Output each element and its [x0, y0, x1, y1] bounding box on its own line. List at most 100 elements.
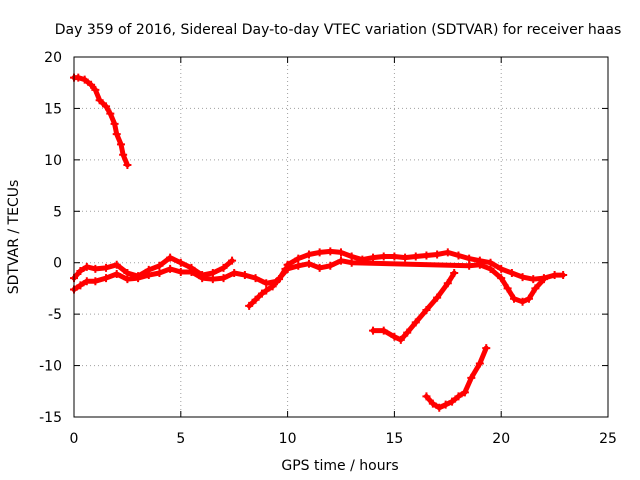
- data-point: [257, 289, 266, 298]
- data-point: [134, 272, 143, 281]
- data-point: [539, 275, 548, 284]
- x-axis-title: GPS time / hours: [281, 458, 398, 474]
- data-point: [475, 260, 484, 269]
- data-point: [401, 253, 410, 262]
- series-early-high: [70, 73, 132, 169]
- data-point: [198, 271, 207, 280]
- y-tick-label: 10: [44, 153, 62, 169]
- data-point: [315, 263, 324, 272]
- data-point: [268, 282, 277, 291]
- series-main-high: [70, 253, 237, 283]
- data-point: [262, 279, 271, 288]
- y-axis-title: SDTVAR / TECUs: [6, 180, 22, 295]
- data-point: [112, 130, 121, 139]
- data-point: [450, 269, 459, 277]
- data-point: [228, 256, 237, 265]
- data-point: [347, 258, 356, 267]
- series-trace: [370, 270, 457, 343]
- data-point: [76, 281, 85, 290]
- data-point: [187, 263, 196, 272]
- data-point: [337, 256, 345, 265]
- y-tick-label: 20: [44, 50, 62, 66]
- data-point: [95, 96, 104, 105]
- data-series: [70, 73, 568, 412]
- data-point: [379, 326, 388, 335]
- y-tick-label: -15: [39, 410, 62, 426]
- data-point: [443, 279, 452, 288]
- data-point: [465, 261, 474, 270]
- data-point: [411, 252, 420, 261]
- data-point: [531, 284, 540, 293]
- series-late-lower: [283, 256, 548, 306]
- data-point: [422, 306, 431, 315]
- data-point: [529, 275, 538, 284]
- series-low-dip: [422, 344, 491, 412]
- x-tick-label: 10: [279, 431, 297, 447]
- data-point: [433, 293, 442, 302]
- data-point: [102, 102, 111, 111]
- y-tick-label: 5: [53, 204, 62, 220]
- data-point: [435, 403, 444, 412]
- x-tick-label: 5: [176, 431, 185, 447]
- data-point: [82, 277, 91, 286]
- data-point: [497, 264, 506, 273]
- data-point: [550, 271, 559, 280]
- data-point: [428, 399, 437, 408]
- data-point: [283, 264, 292, 273]
- data-point: [91, 277, 100, 286]
- series-trace: [71, 266, 291, 292]
- data-point: [390, 252, 399, 261]
- data-point: [467, 373, 476, 382]
- data-point: [116, 140, 125, 149]
- data-point: [369, 326, 378, 335]
- data-point: [507, 269, 516, 277]
- data-point: [510, 294, 519, 303]
- data-point: [448, 397, 457, 406]
- data-point: [326, 247, 335, 256]
- data-point: [441, 400, 450, 409]
- data-point: [304, 250, 313, 259]
- x-tick-label: 25: [599, 431, 617, 447]
- data-point: [390, 332, 399, 341]
- data-point: [251, 295, 260, 304]
- x-tick-label: 15: [385, 431, 403, 447]
- data-point: [475, 359, 484, 368]
- data-point: [230, 269, 239, 277]
- series-trace: [423, 345, 489, 411]
- data-point: [294, 261, 303, 270]
- data-point: [102, 263, 111, 272]
- data-point: [87, 80, 96, 89]
- data-point: [176, 258, 185, 267]
- y-tick-label: -10: [39, 359, 62, 375]
- data-point: [559, 271, 568, 280]
- data-point: [76, 266, 85, 275]
- y-tick-label: -5: [48, 307, 62, 323]
- data-point: [422, 251, 431, 260]
- data-point: [110, 119, 119, 128]
- data-point: [518, 273, 527, 282]
- data-point: [369, 253, 378, 262]
- data-point: [245, 301, 254, 310]
- data-point: [465, 254, 474, 263]
- data-point: [102, 274, 111, 283]
- data-point: [80, 75, 89, 84]
- data-point: [91, 85, 100, 94]
- data-point: [166, 264, 175, 273]
- series-late-main: [283, 247, 568, 284]
- data-point: [219, 263, 228, 272]
- data-point: [411, 318, 420, 327]
- data-point: [497, 274, 506, 283]
- data-point: [460, 388, 469, 397]
- data-point: [112, 260, 121, 269]
- data-point: [486, 264, 495, 273]
- data-point: [112, 270, 121, 279]
- data-point: [482, 344, 491, 353]
- data-point: [208, 269, 217, 277]
- y-tick-label: 15: [44, 101, 62, 117]
- data-point: [422, 392, 431, 401]
- data-point: [219, 274, 228, 283]
- x-tick-label: 0: [70, 431, 79, 447]
- data-point: [326, 261, 335, 270]
